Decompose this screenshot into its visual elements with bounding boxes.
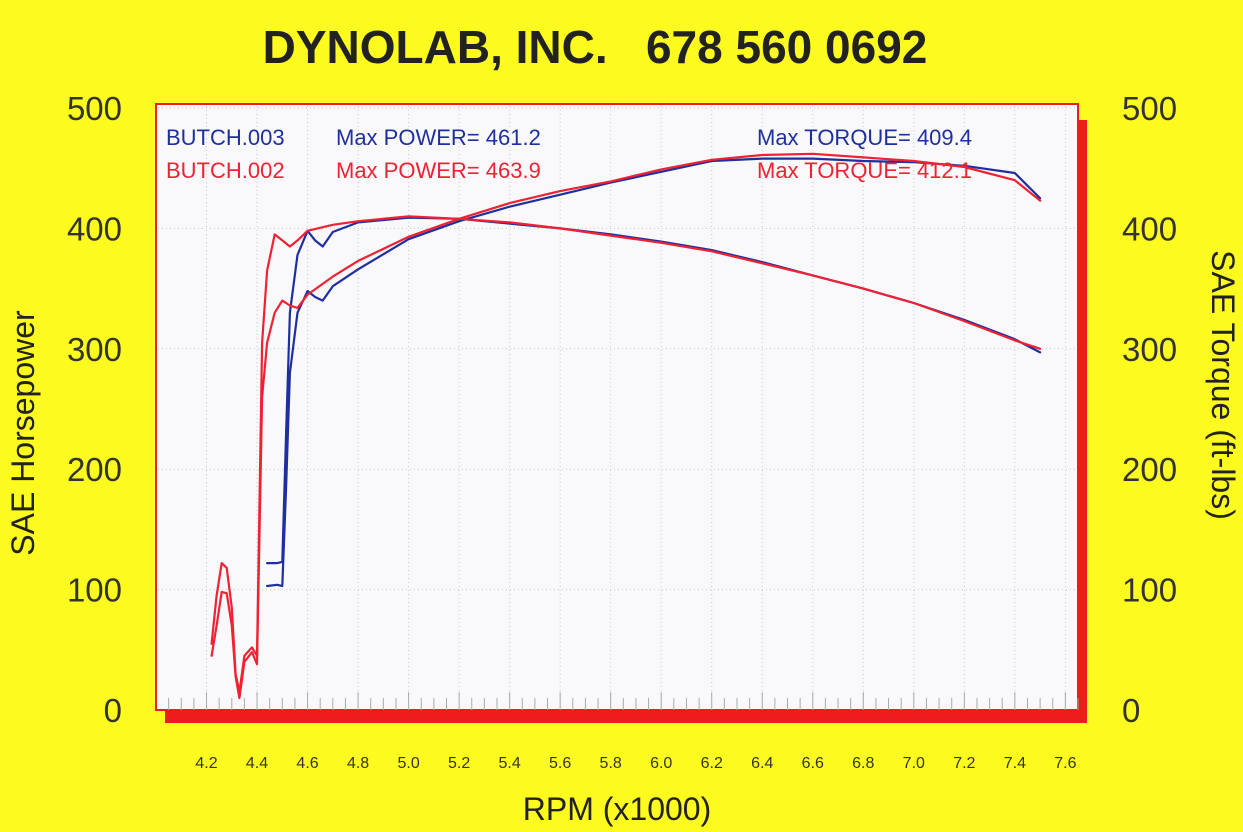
legend-power-blue: Max POWER= 461.2 <box>336 125 541 150</box>
y-right-tick-label: 300 <box>1122 331 1177 368</box>
y-right-tick-label: 100 <box>1122 572 1177 609</box>
minor-ticks <box>168 692 1079 710</box>
y-axis-left-ticks: 0 100 200 300 400 500 <box>67 90 122 729</box>
y-right-tick-label: 400 <box>1122 210 1177 247</box>
x-tick-label: 4.6 <box>296 755 318 772</box>
frame-right-edge <box>1077 120 1087 723</box>
x-axis-label: RPM (x1000) <box>523 791 712 827</box>
x-axis-ticks: 4.2 4.4 4.6 4.8 5.0 5.2 5.4 5.6 5.8 6.0 6.2 6.4 6.6 6… <box>195 755 1076 772</box>
y-left-tick-label: 0 <box>104 692 122 729</box>
y-right-tick-label: 500 <box>1122 90 1177 127</box>
frame-bottom-edge <box>165 710 1087 723</box>
y-left-tick-label: 300 <box>67 331 122 368</box>
x-tick-label: 4.8 <box>347 755 369 772</box>
x-tick-label: 5.0 <box>397 755 419 772</box>
y-left-tick-label: 200 <box>67 451 122 488</box>
x-tick-label: 5.4 <box>499 755 521 772</box>
legend-torque-blue: Max TORQUE= 409.4 <box>757 125 972 150</box>
y-left-tick-label: 500 <box>67 90 122 127</box>
x-tick-label: 7.2 <box>953 755 975 772</box>
series-butch-003-power <box>266 157 1042 588</box>
y-axis-left-label: SAE Horsepower <box>5 310 41 556</box>
y-left-tick-label: 400 <box>67 210 122 247</box>
grid-lines <box>158 106 1078 710</box>
plot-area <box>155 103 1079 711</box>
x-tick-label: 6.6 <box>802 755 824 772</box>
legend-run-red: BUTCH.002 <box>166 158 285 183</box>
legend-power-red: Max POWER= 463.9 <box>336 158 541 183</box>
y-left-tick-label: 100 <box>67 572 122 609</box>
x-tick-label: 4.2 <box>195 755 217 772</box>
x-tick-label: 6.4 <box>751 755 773 772</box>
y-axis-right-ticks: 0 100 200 300 400 500 <box>1122 90 1177 729</box>
legend-run-blue: BUTCH.003 <box>166 125 285 150</box>
x-tick-label: 5.6 <box>549 755 571 772</box>
series-butch-002-torque <box>210 215 1042 694</box>
x-tick-label: 6.0 <box>650 755 672 772</box>
legend-torque-red: Max TORQUE= 412.1 <box>757 158 972 183</box>
y-axis-right-label: SAE Torque (ft-lbs) <box>1205 250 1241 520</box>
x-tick-label: 7.6 <box>1054 755 1076 772</box>
x-tick-label: 6.8 <box>852 755 874 772</box>
x-tick-label: 7.0 <box>903 755 925 772</box>
x-tick-label: 5.8 <box>600 755 622 772</box>
y-right-tick-label: 0 <box>1122 692 1140 729</box>
series-layer <box>210 152 1042 700</box>
x-tick-label: 5.2 <box>448 755 470 772</box>
x-tick-label: 6.2 <box>701 755 723 772</box>
x-tick-label: 7.4 <box>1004 755 1026 772</box>
x-tick-label: 4.4 <box>246 755 268 772</box>
y-right-tick-label: 200 <box>1122 451 1177 488</box>
chart-title: DYNOLAB, INC. 678 560 0692 <box>263 21 928 73</box>
